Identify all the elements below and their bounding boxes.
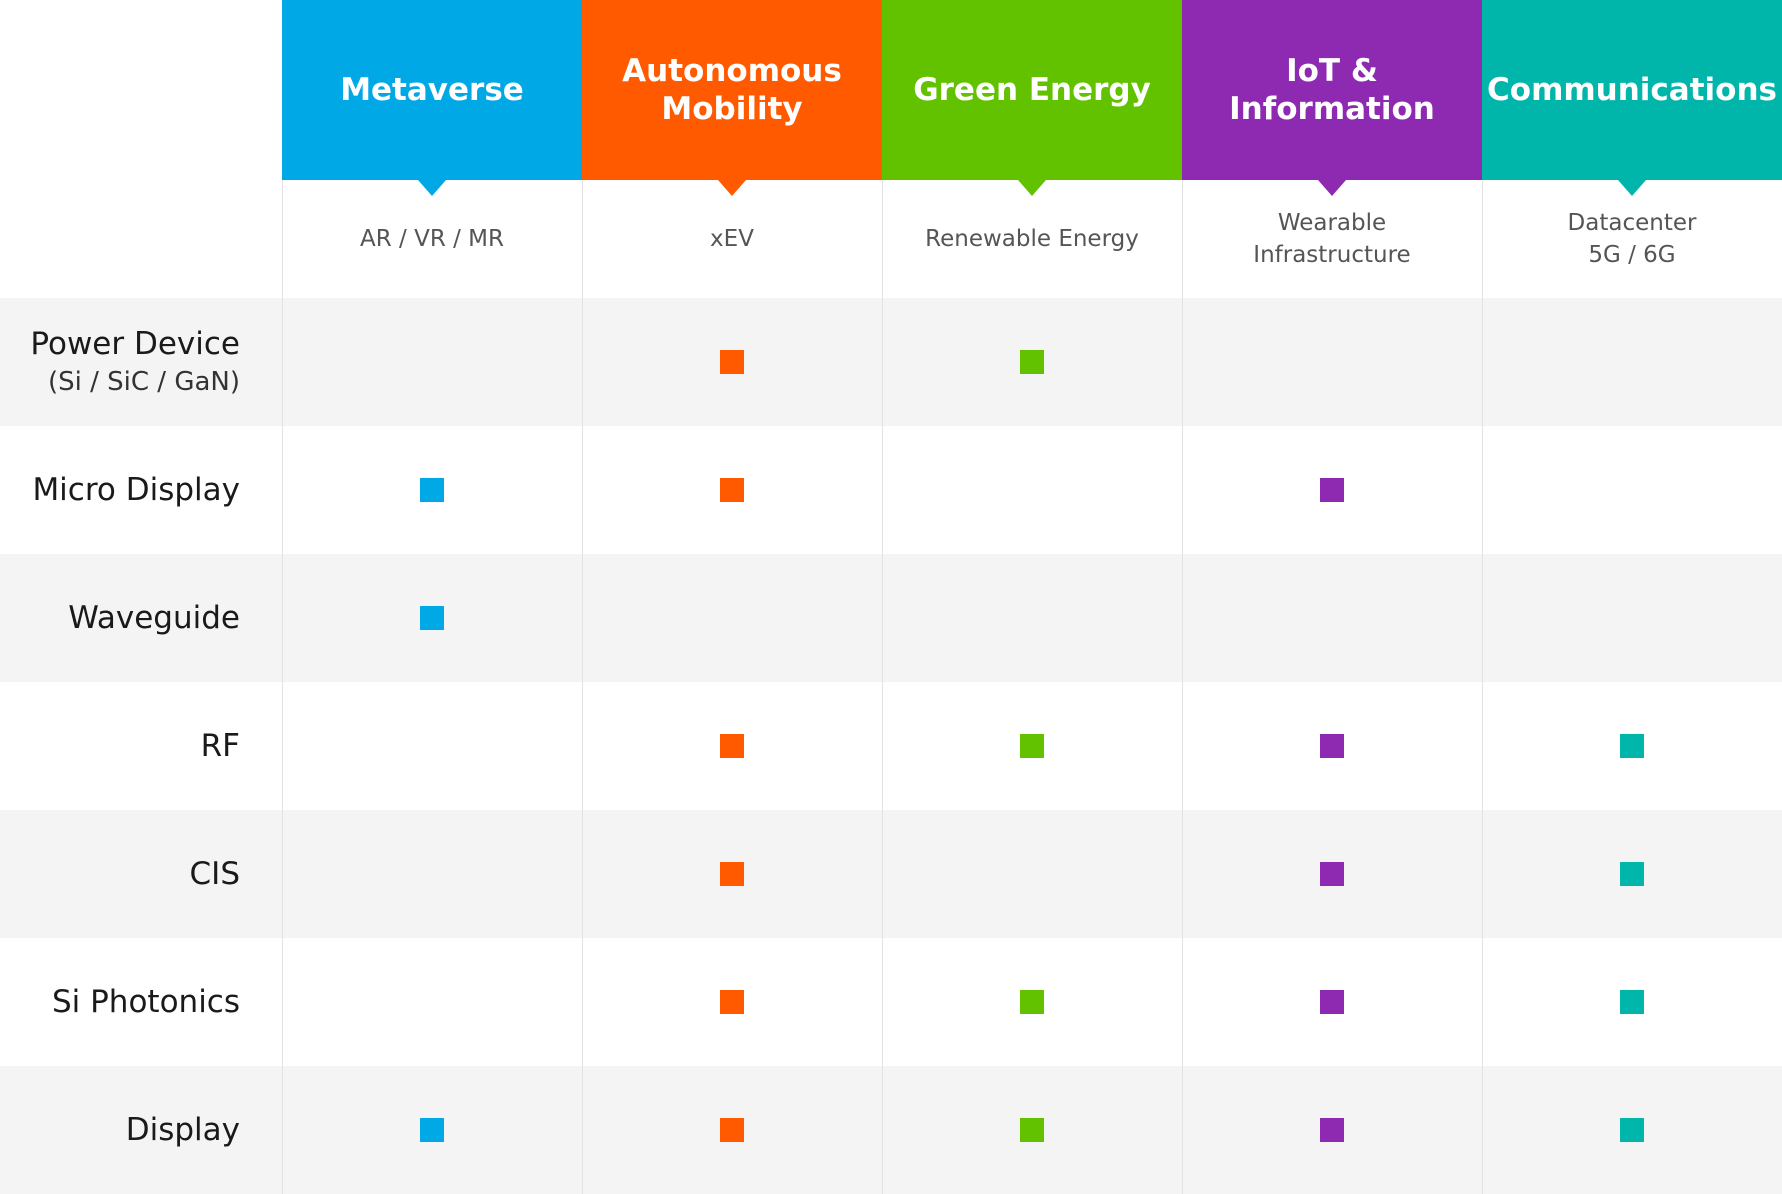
applicability-mark — [1620, 862, 1644, 886]
applicability-mark — [720, 478, 744, 502]
table-row — [0, 682, 1782, 810]
column-header-title: Communications — [1487, 72, 1777, 108]
header-pointer-icon — [1318, 180, 1346, 196]
row-label-main: Display — [125, 1112, 240, 1148]
row-label: CIS — [0, 810, 240, 938]
header-pointer-icon — [418, 180, 446, 196]
column-header: Metaverse — [282, 0, 582, 196]
column-header: Autonomous Mobility — [582, 0, 882, 196]
applicability-mark — [1020, 734, 1044, 758]
column-subtitle: xEV — [710, 226, 754, 252]
column-divider — [582, 180, 583, 1194]
row-label-main: RF — [200, 728, 240, 764]
applicability-mark — [420, 478, 444, 502]
header-pointer-icon — [1618, 180, 1646, 196]
applicability-mark — [720, 862, 744, 886]
column-header: IoT & Information — [1182, 0, 1482, 196]
applicability-mark — [420, 606, 444, 630]
header-pointer-icon — [1018, 180, 1046, 196]
applicability-mark — [420, 1118, 444, 1142]
table-row — [0, 554, 1782, 682]
applicability-mark — [720, 734, 744, 758]
table-row — [0, 810, 1782, 938]
applicability-mark — [1320, 478, 1344, 502]
row-label: Si Photonics — [0, 938, 240, 1066]
applicability-mark — [1020, 990, 1044, 1014]
applicability-mark — [1620, 990, 1644, 1014]
column-subtitle: Datacenter 5G / 6G — [1567, 210, 1697, 268]
row-label-sub: (Si / SiC / GaN) — [47, 367, 240, 397]
row-label: Display — [0, 1066, 240, 1194]
column-divider — [1182, 180, 1183, 1194]
column-divider — [1482, 180, 1483, 1194]
column-header-title: Autonomous Mobility — [622, 53, 842, 127]
row-label: Waveguide — [0, 554, 240, 682]
table-row — [0, 938, 1782, 1066]
row-label: RF — [0, 682, 240, 810]
row-label-main: Micro Display — [32, 472, 240, 508]
header-pointer-icon — [718, 180, 746, 196]
column-header: Green Energy — [882, 0, 1182, 196]
row-label-main: CIS — [189, 856, 240, 892]
table-row — [0, 426, 1782, 554]
column-header-title: Green Energy — [913, 72, 1151, 108]
column-divider — [282, 180, 283, 1194]
applicability-mark — [1020, 350, 1044, 374]
column-header: Communications — [1482, 0, 1782, 196]
column-header-title: IoT & Information — [1229, 53, 1435, 127]
row-label-main: Waveguide — [68, 600, 240, 636]
row-label: Micro Display — [0, 426, 240, 554]
column-subtitle: Renewable Energy — [925, 226, 1139, 252]
column-subtitle: Wearable Infrastructure — [1253, 210, 1411, 268]
applicability-mark — [1320, 990, 1344, 1014]
applicability-mark — [720, 350, 744, 374]
row-label-main: Si Photonics — [51, 984, 240, 1020]
applicability-mark — [1620, 734, 1644, 758]
applicability-mark — [1320, 1118, 1344, 1142]
corner-cell — [0, 0, 282, 180]
applicability-mark — [720, 990, 744, 1014]
applicability-mark — [1320, 862, 1344, 886]
table-row — [0, 298, 1782, 426]
column-header-title: Metaverse — [340, 72, 524, 108]
column-subtitle: AR / VR / MR — [360, 226, 504, 252]
table-row — [0, 1066, 1782, 1194]
applicability-mark — [1320, 734, 1344, 758]
applicability-mark — [1620, 1118, 1644, 1142]
row-label: Power Device (Si / SiC / GaN) — [0, 298, 240, 426]
applicability-mark — [1020, 1118, 1044, 1142]
applicability-mark — [720, 1118, 744, 1142]
row-label-main: Power Device — [30, 326, 240, 362]
column-divider — [882, 180, 883, 1194]
